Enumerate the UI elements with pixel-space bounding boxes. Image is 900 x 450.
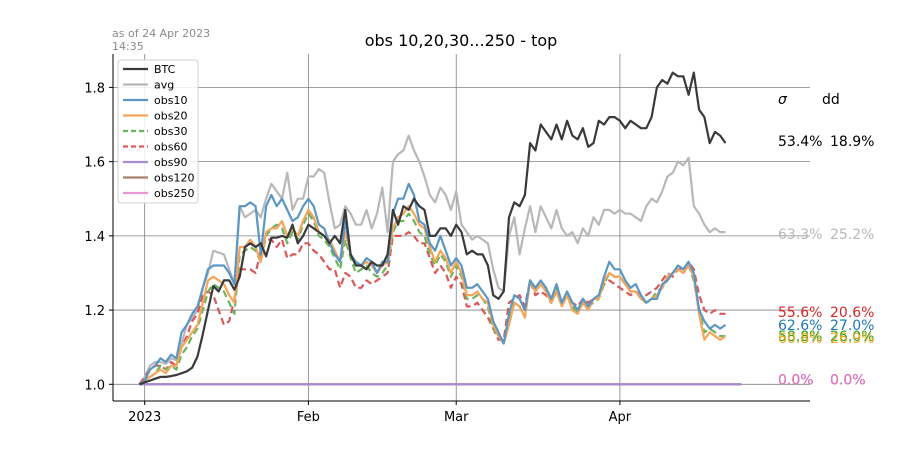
dd-header: dd: [822, 92, 840, 108]
legend-label-avg: avg: [154, 79, 174, 92]
end-sigma-obs20: 60.8%: [778, 331, 822, 347]
end-dd-obs30: 26.0%: [830, 329, 874, 345]
x-tick-label: Feb: [297, 410, 320, 425]
end-dd-obs10: 27.0%: [830, 318, 874, 334]
legend-label-obs60: obs60: [154, 141, 187, 154]
end-sigma-avg: 63.3%: [778, 227, 822, 243]
legend-label-obs30: obs30: [154, 125, 187, 138]
series-line-obs20: [138, 205, 727, 386]
y-tick-label: 1.8: [84, 81, 105, 96]
legend-box: [117, 59, 199, 204]
legend: BTC avg obs10 obs20 obs30 obs60 obs90 obs120 obs…: [117, 59, 199, 204]
legend-label-obs250: obs250: [154, 187, 194, 200]
legend-label-obs90: obs90: [154, 156, 187, 169]
axes: [112, 54, 810, 402]
sigma-header: σ: [778, 92, 788, 108]
y-tick-label: 1.4: [84, 230, 105, 245]
y-axis-ticks: 1.0 1.2 1.4 1.6 1.8: [84, 81, 113, 393]
end-dd-obs20: 26.9%: [830, 331, 874, 347]
series-line-obs10: [138, 182, 727, 386]
as-of-stamp: as of 24 Apr 2023 14:35: [112, 27, 210, 53]
end-dd-btc: 18.9%: [830, 134, 874, 150]
legend-label-obs120: obs120: [154, 172, 194, 185]
series-line-obs60: [138, 231, 726, 385]
y-tick-label: 1.0: [84, 378, 105, 393]
legend-label-btc: BTC: [154, 63, 176, 76]
chart-title: obs 10,20,30...250 - top: [365, 31, 558, 50]
end-sigma-btc: 53.4%: [778, 134, 822, 150]
series-lines: [138, 71, 742, 386]
y-tick-label: 1.2: [84, 304, 105, 319]
legend-label-obs20: obs20: [154, 110, 187, 123]
end-stats: σ dd 53.4% 18.9% 63.3% 25.2% 55.6% 20.6% 62.6%…: [778, 92, 874, 388]
end-sigma-obs120: 0.0%: [778, 372, 814, 388]
end-sigma-obs60: 55.6%: [778, 305, 822, 321]
end-sigma-obs30: 58.8%: [778, 329, 822, 345]
x-tick-label: Apr: [609, 410, 632, 425]
y-tick-label: 1.6: [84, 156, 105, 171]
end-dd-obs120: 0.0%: [830, 372, 866, 388]
as-of-date: as of 24 Apr 2023: [112, 27, 211, 40]
end-dd-obs90: 0.0%: [830, 372, 866, 388]
end-dd-avg: 25.2%: [830, 227, 874, 243]
as-of-time: 14:35: [112, 40, 144, 53]
x-axis-ticks: 2023 Feb Mar Apr: [128, 401, 632, 425]
x-tick-label: Mar: [444, 410, 469, 425]
end-dd-obs250: 0.0%: [830, 372, 866, 388]
x-tick-label: 2023: [128, 410, 161, 425]
end-sigma-obs10: 62.6%: [778, 318, 822, 334]
series-line-obs30: [138, 212, 726, 386]
end-dd-obs60: 20.6%: [830, 305, 874, 321]
legend-label-obs10: obs10: [154, 94, 187, 107]
end-sigma-obs250: 0.0%: [778, 372, 814, 388]
series-line-btc: [139, 71, 727, 386]
end-sigma-obs90: 0.0%: [778, 372, 814, 388]
